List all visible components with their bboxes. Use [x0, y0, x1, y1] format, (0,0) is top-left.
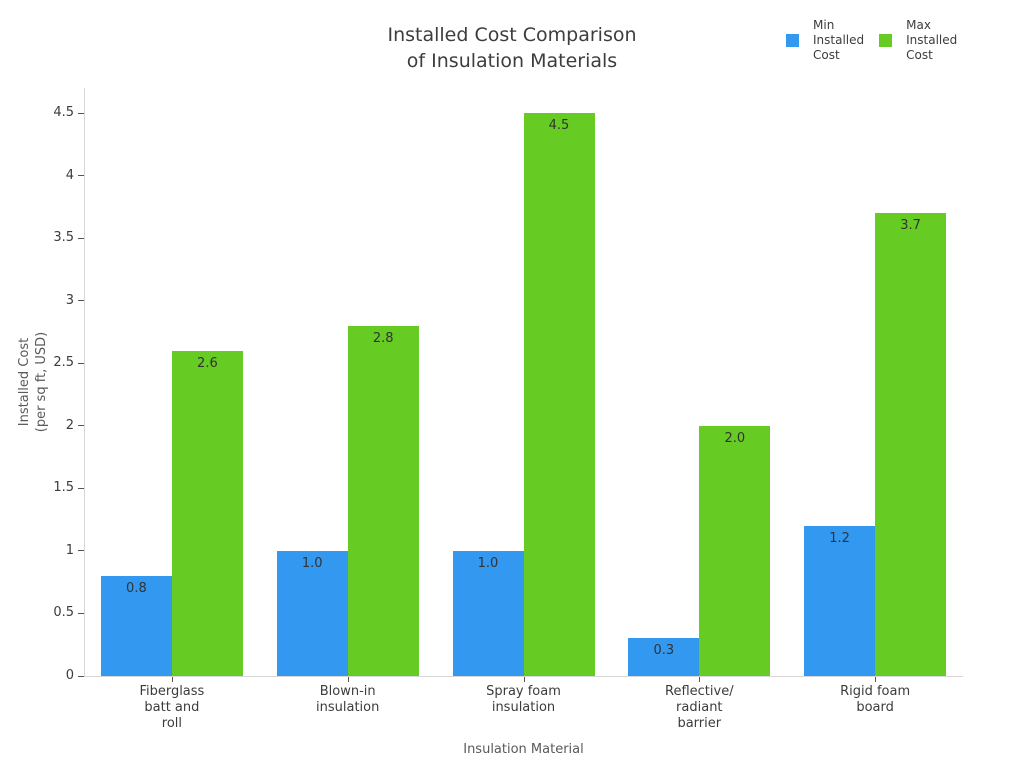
legend-item-min[interactable]: Min Installed Cost — [786, 18, 864, 63]
x-axis-title: Insulation Material — [463, 742, 584, 757]
y-tick-label: 2 — [65, 417, 74, 433]
y-tick — [78, 675, 84, 677]
bar-value-label: 4.5 — [548, 118, 570, 133]
y-tick-label: 2.5 — [53, 355, 74, 371]
bar-value-label: 1.0 — [477, 555, 499, 571]
chart-title: Installed Cost Comparison of Insulation … — [387, 24, 637, 72]
bar-value-label: 0.3 — [653, 643, 675, 659]
x-axis-line — [84, 676, 963, 677]
y-tick — [78, 550, 84, 552]
bar-max-3 — [523, 113, 595, 676]
bar-value-label: 2.0 — [724, 430, 746, 446]
y-tick — [78, 487, 84, 489]
y-tick — [78, 425, 84, 427]
legend: Min Installed Cost Max Installed Cost — [786, 18, 957, 63]
bar-value-label: 3.7 — [900, 218, 921, 234]
bar-min-5 — [804, 525, 876, 676]
y-tick-label: 4.5 — [53, 105, 74, 120]
y-tick — [78, 612, 84, 614]
y-tick-label: 0.5 — [53, 605, 74, 621]
y-tick-label: 3.5 — [53, 230, 74, 246]
bar-max-2 — [347, 325, 419, 676]
y-tick — [78, 175, 84, 177]
legend-label: Max Installed Cost — [906, 18, 958, 62]
category-label: Rigid foam board — [840, 684, 911, 715]
y-tick-label: 1 — [65, 542, 74, 558]
y-tick — [78, 112, 84, 114]
legend-swatch — [786, 34, 799, 47]
y-tick-label: 1.5 — [53, 480, 74, 496]
legend-item-max[interactable]: Max Installed Cost — [879, 18, 957, 63]
bar-value-label: 1.0 — [301, 555, 323, 571]
x-tick — [523, 677, 525, 682]
category-label: Blown-in insulation — [316, 684, 380, 715]
legend-label: Min Installed Cost — [813, 18, 865, 62]
x-tick — [171, 677, 173, 682]
y-tick-label: 4 — [65, 167, 74, 183]
bar-value-label: 1.2 — [829, 530, 850, 546]
x-tick — [347, 677, 349, 682]
bar-min-3 — [452, 550, 524, 676]
y-tick-label: 3 — [65, 292, 74, 308]
bar-min-1 — [100, 575, 172, 676]
bar-min-4 — [628, 638, 700, 676]
category-label: Reflective/ radiant barrier — [665, 684, 734, 731]
y-tick-label: 0 — [65, 668, 74, 683]
legend-swatch — [879, 34, 893, 47]
x-tick — [875, 677, 877, 682]
bar-max-4 — [699, 425, 771, 676]
bar-min-2 — [276, 550, 348, 676]
bar-value-label: 2.8 — [372, 330, 394, 346]
bar-value-label: 2.6 — [197, 355, 218, 371]
y-tick — [78, 237, 84, 239]
bar-value-label: 0.8 — [126, 580, 147, 596]
bar-max-5 — [875, 213, 947, 676]
y-tick — [78, 300, 84, 302]
category-label: Fiberglass batt and roll — [139, 684, 205, 731]
x-tick — [699, 677, 701, 682]
bar-max-1 — [171, 350, 243, 676]
y-axis-line — [84, 88, 85, 676]
category-label: Spray foam insulation — [486, 684, 561, 715]
y-tick — [78, 362, 84, 364]
